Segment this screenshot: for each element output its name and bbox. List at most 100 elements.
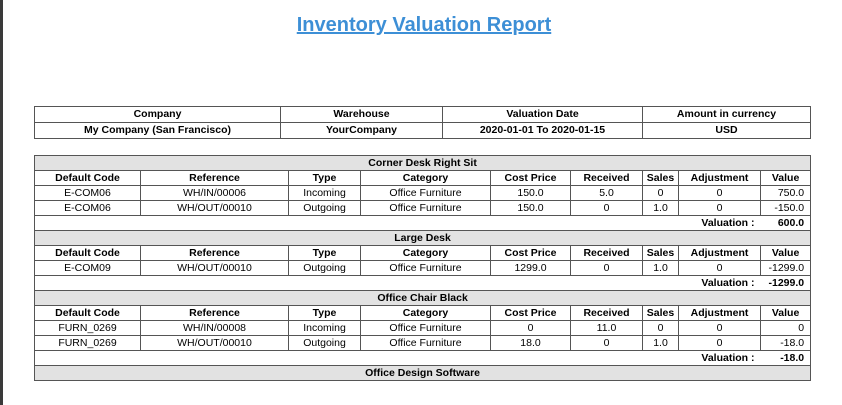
reference-cell: WH/OUT/00010: [140, 335, 289, 351]
received-cell: 5.0: [570, 185, 643, 201]
category-header: Category: [360, 305, 491, 321]
company-value: My Company (San Francisco): [34, 122, 281, 139]
reference-cell: WH/IN/00006: [140, 185, 289, 201]
page-edge: [0, 0, 3, 405]
table-row: E-COM06 WH/IN/00006 Incoming Office Furnitu…: [34, 185, 812, 201]
cost-price-header: Cost Price: [490, 305, 571, 321]
cost-price-cell: 18.0: [490, 335, 571, 351]
type-header: Type: [288, 245, 361, 261]
valuation-row: Valuation :600.0: [34, 215, 812, 231]
adjustment-header: Adjustment: [678, 245, 761, 261]
valuation-detail-table: Corner Desk Right Sit Default Code Referen…: [33, 155, 812, 381]
default-code-header: Default Code: [34, 170, 141, 186]
product-name: Corner Desk Right Sit: [33, 155, 812, 171]
adjustment-header: Adjustment: [678, 305, 761, 321]
type-header: Type: [288, 305, 361, 321]
value-cell: 0: [759, 320, 812, 336]
sales-cell: 0: [642, 320, 679, 336]
default-code-header: Default Code: [34, 305, 141, 321]
adjustment-header: Adjustment: [678, 170, 761, 186]
reference-cell: WH/OUT/00010: [140, 260, 289, 276]
type-header: Type: [288, 170, 361, 186]
reference-header: Reference: [140, 170, 289, 186]
cost-price-cell: 150.0: [490, 185, 571, 201]
column-header-row: Default Code Reference Type Category Cost Pr…: [34, 305, 812, 321]
product-name: Large Desk: [33, 230, 812, 246]
category-header: Category: [360, 170, 491, 186]
valuation-spacer: [34, 215, 679, 231]
column-header-row: Default Code Reference Type Category Cost Pr…: [34, 245, 812, 261]
product-name: Office Design Software: [33, 365, 812, 381]
valuation-spacer: [34, 275, 679, 291]
adjustment-cell: 0: [678, 185, 761, 201]
adjustment-cell: 0: [678, 200, 761, 216]
type-cell: Outgoing: [288, 200, 361, 216]
valuation-row: Valuation : -18.0: [34, 350, 812, 366]
valuation-total: -18.0: [760, 350, 812, 366]
valuation-date-header: Valuation Date: [442, 106, 643, 123]
valuation-label: Valuation :: [678, 275, 761, 291]
valuation-date-value: 2020-01-01 To 2020-01-15: [442, 122, 643, 139]
default-code-cell: E-COM09: [34, 260, 141, 276]
value-header: Value: [759, 305, 812, 321]
received-header: Received: [570, 245, 643, 261]
sales-cell: 0: [642, 185, 679, 201]
cost-price-cell: 1299.0: [490, 260, 571, 276]
report-title[interactable]: Inventory Valuation Report: [296, 14, 552, 36]
column-header-row: Default Code Reference Type Category Cost Pr…: [34, 170, 812, 186]
adjustment-cell: 0: [678, 320, 761, 336]
default-code-cell: E-COM06: [34, 200, 141, 216]
received-cell: 0: [570, 335, 643, 351]
category-header: Category: [360, 245, 491, 261]
type-cell: Outgoing: [288, 335, 361, 351]
category-cell: Office Furniture: [360, 185, 491, 201]
type-cell: Incoming: [288, 320, 361, 336]
adjustment-cell: 0: [678, 335, 761, 351]
sales-header: Sales: [642, 305, 679, 321]
valuation-total: 600.0: [760, 215, 812, 231]
sales-cell: 1.0: [642, 200, 679, 216]
valuation-row: Valuation : -1299.0: [34, 275, 812, 291]
warehouse-header: Warehouse: [280, 106, 443, 123]
reference-header: Reference: [140, 245, 289, 261]
product-section-row: Office Chair Black: [33, 290, 812, 306]
value-cell: -150.0: [759, 200, 812, 216]
type-cell: Incoming: [288, 185, 361, 201]
value-cell: -18.0: [759, 335, 812, 351]
table-row: E-COM09 WH/OUT/00010 Outgoing Office Furnit…: [34, 260, 812, 276]
report-header-table: Company Warehouse Valuation Date Amount …: [34, 106, 811, 139]
product-section-row: Office Design Software: [33, 365, 812, 381]
category-cell: Office Furniture: [360, 335, 491, 351]
reference-cell: WH/IN/00008: [140, 320, 289, 336]
currency-value: USD: [642, 122, 811, 139]
warehouse-value: YourCompany: [280, 122, 443, 139]
value-header: Value: [759, 170, 812, 186]
product-section-row: Large Desk: [33, 230, 812, 246]
reference-cell: WH/OUT/00010: [140, 200, 289, 216]
received-cell: 0: [570, 200, 643, 216]
sales-header: Sales: [642, 245, 679, 261]
product-section-row: Corner Desk Right Sit: [33, 155, 812, 171]
product-name: Office Chair Black: [33, 290, 812, 306]
valuation-total: -1299.0: [760, 275, 812, 291]
category-cell: Office Furniture: [360, 320, 491, 336]
table-row: E-COM06 WH/OUT/00010 Outgoing Office Furnit…: [34, 200, 812, 216]
default-code-cell: FURN_0269: [34, 320, 141, 336]
received-cell: 0: [570, 260, 643, 276]
category-cell: Office Furniture: [360, 260, 491, 276]
value-cell: 750.0: [759, 185, 812, 201]
sales-cell: 1.0: [642, 335, 679, 351]
cost-price-header: Cost Price: [490, 245, 571, 261]
reference-header: Reference: [140, 305, 289, 321]
currency-header: Amount in currency: [642, 106, 811, 123]
value-header: Value: [759, 245, 812, 261]
type-cell: Outgoing: [288, 260, 361, 276]
valuation-label: Valuation :: [678, 350, 761, 366]
category-cell: Office Furniture: [360, 200, 491, 216]
default-code-header: Default Code: [34, 245, 141, 261]
default-code-cell: FURN_0269: [34, 335, 141, 351]
sales-header: Sales: [642, 170, 679, 186]
valuation-spacer: [34, 350, 679, 366]
received-cell: 11.0: [570, 320, 643, 336]
sales-cell: 1.0: [642, 260, 679, 276]
